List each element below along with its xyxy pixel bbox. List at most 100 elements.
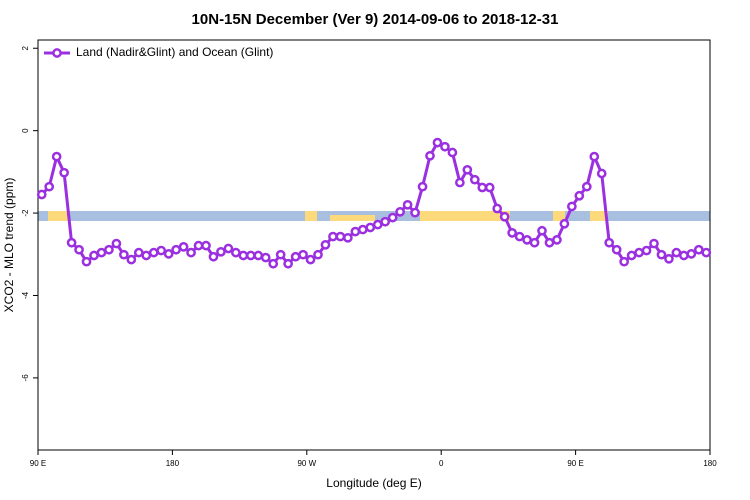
data-point [148,247,159,258]
data-point [432,137,443,148]
land-band [420,211,510,221]
data-point [686,249,697,259]
data-point [462,164,473,175]
data-point [664,253,674,264]
data-point [537,225,547,236]
land-band [553,211,565,221]
data-point [469,174,480,185]
data-point [81,256,92,267]
x-tick-label: 90 E [567,459,583,468]
data-point [544,237,555,248]
data-point [641,245,652,256]
data-point [417,181,428,192]
data-point [51,151,62,162]
data-point [626,250,637,261]
data-point [193,240,204,251]
data-point [298,249,308,260]
data-point [275,249,286,260]
data-point [201,240,211,251]
data-point [447,147,458,158]
x-tick-label: 90 W [297,459,316,468]
land-band [590,211,608,221]
data-point [492,203,503,214]
data-point [656,249,667,260]
data-point [119,249,129,260]
y-tick-label: -6 [21,374,30,382]
data-point [581,181,592,192]
data-point [440,141,450,152]
data-point [223,243,234,254]
data-point [216,246,226,257]
data-point [328,231,338,242]
chart-title: 10N-15N December (Ver 9) 2014-09-06 to 2… [192,11,559,28]
x-tick-label: 180 [166,459,180,468]
data-point [372,219,383,230]
data-point [357,224,368,235]
data-point [671,247,682,258]
land-band [330,215,375,221]
data-point [559,218,570,229]
data-point [238,250,249,261]
y-axis-label: XCO2 - MLO trend (ppm) [2,178,16,313]
data-point [477,182,488,193]
legend-label: Land (Nadir&Glint) and Ocean (Glint) [76,45,273,59]
data-point [380,216,391,227]
data-point [365,222,376,233]
data-point [178,242,189,252]
data-point [96,247,107,258]
data-point [245,250,256,261]
y-tick-label: 0 [21,128,30,133]
data-point [522,234,532,245]
data-point [36,189,47,200]
data-point [133,247,144,258]
data-point [141,250,152,261]
data-point [111,238,122,249]
data-point [402,199,413,210]
data-point [305,254,316,265]
y-tick-label: -4 [21,291,30,299]
data-point [66,237,77,248]
data-point [335,231,346,242]
data-point [507,227,517,238]
data-point [313,249,323,260]
x-tick-label: 180 [703,459,717,468]
terrain-band [38,211,710,221]
data-point [59,167,69,178]
data-point [701,247,712,258]
data-point [89,250,99,261]
data-point [253,250,264,261]
data-point [552,234,562,245]
y-tick-label: -2 [21,209,30,217]
data-point [619,256,629,267]
data-point [499,211,510,222]
data-point [104,244,114,255]
plot-frame [37,39,711,451]
data-point [44,181,55,192]
data-point [611,244,622,255]
data-point [596,168,607,179]
land-band [305,211,317,221]
data-point [156,245,167,256]
data-point [574,190,585,201]
x-tick-label: 0 [439,459,444,468]
data-point [604,237,615,248]
data-point [74,244,84,255]
data-point [126,254,137,265]
y-tick-label: 2 [21,45,30,50]
data-point [320,239,331,250]
data-point [343,232,353,243]
data-point [260,252,271,263]
data-point [186,247,196,258]
data-point [268,258,279,269]
land-band [48,211,70,221]
data-point [231,247,241,258]
data-point [425,150,435,161]
data-point [350,226,361,237]
data-point [163,249,174,259]
data-point [208,251,219,262]
x-axis-label: Longitude (deg E) [326,476,421,490]
data-point [649,238,659,249]
data-point [567,201,577,212]
data-point [171,244,181,255]
